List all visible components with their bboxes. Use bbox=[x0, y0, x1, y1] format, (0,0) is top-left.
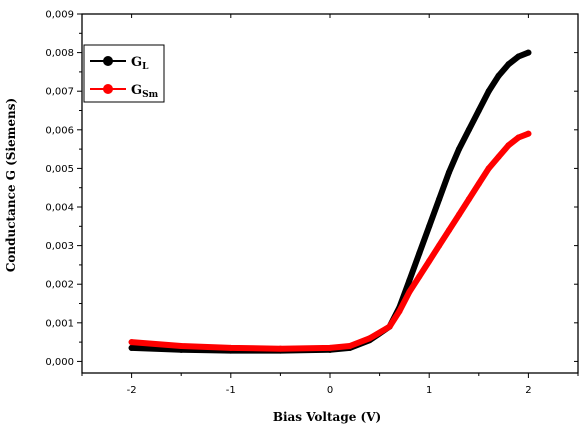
data-point bbox=[446, 169, 453, 176]
data-point bbox=[227, 344, 234, 351]
series-g-sm bbox=[128, 130, 532, 352]
data-point bbox=[128, 344, 135, 351]
data-point bbox=[436, 242, 443, 249]
data-point bbox=[426, 223, 433, 230]
x-tick-label: -2 bbox=[127, 385, 137, 396]
legend-box bbox=[83, 44, 165, 103]
data-point bbox=[485, 165, 492, 172]
x-axis-ticks: -2 -1 0 1 2 bbox=[81, 14, 579, 396]
y-axis-title: Conductance G (Siemens) bbox=[4, 98, 18, 272]
data-point bbox=[505, 61, 512, 68]
y-tick-label: 0,003 bbox=[45, 241, 74, 252]
data-point bbox=[436, 196, 443, 203]
data-point bbox=[346, 342, 353, 349]
y-tick-label: 0,005 bbox=[45, 164, 74, 175]
y-tick-label: 0,001 bbox=[45, 318, 74, 329]
data-point bbox=[386, 323, 393, 330]
y-tick-label: 0,008 bbox=[45, 48, 74, 59]
data-point bbox=[406, 277, 413, 284]
legend-label: GL bbox=[131, 55, 149, 72]
y-tick-label: 0,006 bbox=[45, 125, 74, 136]
data-point bbox=[366, 335, 373, 342]
y-axis-ticks: 0,000 0,001 0,002 0,003 0,004 0,005 0,006 0,007… bbox=[45, 10, 578, 368]
data-point bbox=[515, 53, 522, 60]
data-point bbox=[455, 211, 462, 218]
data-point bbox=[505, 142, 512, 149]
data-point bbox=[515, 134, 522, 141]
legend-swatch-marker bbox=[103, 56, 113, 66]
data-point bbox=[178, 342, 185, 349]
y-tick-label: 0,007 bbox=[45, 87, 74, 98]
data-point bbox=[495, 153, 502, 160]
y-tick-label: 0,004 bbox=[45, 203, 74, 214]
legend-item: GSm bbox=[90, 83, 159, 100]
data-point bbox=[455, 146, 462, 153]
data-point bbox=[475, 180, 482, 187]
legend-label-main: G bbox=[131, 83, 142, 98]
y-tick-label: 0,002 bbox=[45, 280, 74, 291]
y-tick-label: 0,009 bbox=[45, 10, 74, 21]
data-point bbox=[485, 88, 492, 95]
data-point bbox=[495, 72, 502, 79]
series-line bbox=[128, 130, 532, 352]
legend-label-main: G bbox=[131, 55, 142, 70]
legend-label: GSm bbox=[131, 83, 159, 100]
x-tick-label: 0 bbox=[327, 385, 333, 396]
y-tick-label: 0,000 bbox=[45, 357, 74, 368]
data-point bbox=[475, 107, 482, 114]
x-tick-label: -1 bbox=[226, 385, 236, 396]
data-point bbox=[426, 258, 433, 265]
data-point bbox=[396, 308, 403, 315]
x-tick-label: 2 bbox=[525, 385, 531, 396]
data-point bbox=[416, 273, 423, 280]
legend-item: GL bbox=[90, 55, 149, 72]
data-point bbox=[327, 344, 333, 351]
data-point bbox=[416, 250, 423, 257]
legend-swatch-marker bbox=[103, 84, 113, 94]
data-point bbox=[277, 345, 284, 352]
data-point bbox=[406, 288, 413, 295]
data-point bbox=[465, 126, 472, 133]
x-tick-label: 1 bbox=[426, 385, 432, 396]
data-point bbox=[525, 49, 532, 56]
legend-label-subscript: Sm bbox=[142, 90, 158, 100]
data-point bbox=[465, 196, 472, 203]
data-point bbox=[525, 130, 532, 137]
series-layer bbox=[128, 49, 532, 354]
data-point bbox=[128, 339, 135, 346]
data-point bbox=[446, 227, 453, 234]
x-axis-title: Bias Voltage (V) bbox=[273, 410, 381, 424]
legend-label-subscript: L bbox=[142, 62, 149, 72]
